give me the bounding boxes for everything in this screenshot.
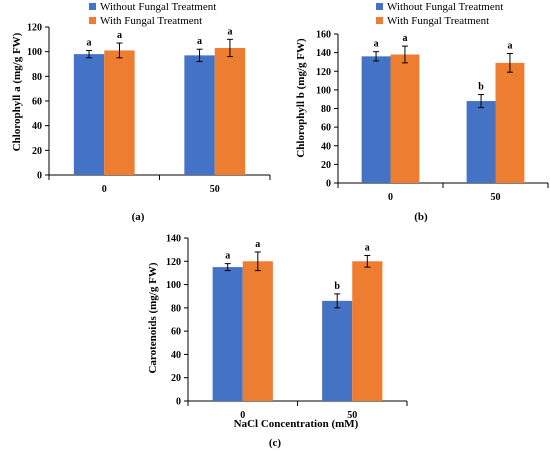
chart-a-ylabel: Chlorophyll a (mg/g FW) [11, 32, 23, 151]
chart-c-y-tick-label: 120 [166, 257, 181, 268]
chart-b-y-tick-label: 160 [316, 30, 331, 41]
chart-b-y-tick-label: 40 [321, 141, 331, 152]
chart-a-significance-letter: a [87, 37, 92, 48]
chart-c-significance-letter: a [225, 251, 230, 262]
chart-c-xlabel: NaCl Concentration (mM) [234, 418, 359, 430]
chart-a-y-tick-label: 60 [32, 97, 42, 108]
chart-c-significance-letter: b [334, 281, 340, 292]
chart-b-y-tick-label: 100 [316, 85, 331, 96]
chart-c-significance-letter: a [255, 239, 260, 250]
chart-a-x-tick-label: 0 [102, 184, 107, 195]
chart-a-significance-letter: a [227, 26, 232, 37]
chart-a-y-tick-label: 120 [27, 23, 42, 34]
chart-a-y-tick-label: 100 [27, 47, 42, 58]
chart-a-y-tick-label: 20 [32, 146, 42, 157]
chart-panel-c: Carotenoids (mg/g FW) NaCl Concentration… [147, 234, 408, 449]
legend-a-without-label: Without Fungal Treatment [100, 1, 216, 13]
chart-a-bar [104, 50, 135, 175]
chart-b-panel-label: (b) [414, 211, 428, 223]
legend-a-with-label: With Fungal Treatment [100, 15, 202, 27]
legend-b-with-swatch [376, 17, 383, 24]
chart-c-y-tick-label: 100 [166, 280, 181, 291]
chart-c-y-tick-label: 0 [176, 397, 181, 408]
chart-c-y-tick-label: 140 [166, 234, 181, 245]
chart-c-bar [322, 300, 353, 401]
chart-b-bar [495, 62, 525, 183]
chart-b-y-tick-label: 60 [321, 123, 331, 134]
chart-b-x-tick-label: 50 [491, 192, 501, 203]
chart-a-significance-letter: a [197, 36, 202, 47]
chart-b-x-tick-label: 0 [388, 192, 393, 203]
chart-c-bar [212, 267, 243, 401]
chart-a-significance-letter: a [117, 30, 122, 41]
chart-b-y-tick-label: 20 [321, 160, 331, 171]
chart-a-bar [73, 54, 105, 176]
chart-b-y-tick-label: 0 [326, 179, 331, 190]
chart-a-y-tick-label: 40 [32, 121, 42, 132]
chart-b-y-tick-label: 80 [321, 104, 331, 115]
chart-c-y-tick-label: 40 [171, 350, 181, 361]
chart-b-significance-letter: a [402, 33, 407, 44]
chart-panel-a: Chlorophyll a (mg/g FW) Without Fungal T… [11, 1, 271, 223]
legend-b-without-swatch [376, 3, 383, 10]
chart-a-bar [184, 55, 215, 175]
chart-b-ylabel: Chlorophyll b (mg/g FW) [295, 38, 307, 158]
chart-b-bar [361, 56, 391, 183]
legend-b-with-label: With Fungal Treatment [387, 15, 489, 27]
chart-b-significance-letter: b [478, 82, 484, 93]
chart-b-bar [390, 54, 420, 183]
chart-b-significance-letter: a [374, 39, 379, 50]
chart-c-panel-label: (c) [269, 437, 282, 449]
chart-c-x-tick-label: 0 [240, 410, 245, 421]
chart-c-y-tick-label: 60 [171, 327, 181, 338]
chart-c-significance-letter: a [365, 242, 370, 253]
chart-c-y-tick-label: 80 [171, 303, 181, 314]
chart-panel-b: Chlorophyll b (mg/g FW) Without Fungal T… [295, 1, 549, 223]
chart-a-x-tick-label: 50 [210, 184, 220, 195]
chart-a-panel-label: (a) [132, 211, 145, 223]
chart-b-significance-letter: a [507, 41, 512, 52]
chart-b-bar [466, 101, 496, 183]
legend-a-with-swatch [89, 17, 96, 24]
chart-a-y-tick-label: 80 [32, 72, 42, 83]
chart-b-y-tick-label: 140 [316, 48, 331, 59]
chart-c-bar [352, 261, 383, 401]
legend-b-without-label: Without Fungal Treatment [387, 1, 503, 13]
chart-c-x-tick-label: 50 [347, 410, 357, 421]
chart-b-y-tick-label: 120 [316, 67, 331, 78]
legend-a-without-swatch [89, 3, 96, 10]
chart-c-ylabel: Carotenoids (mg/g FW) [147, 262, 159, 373]
chart-c-bar [242, 261, 273, 401]
chart-c-y-tick-label: 20 [171, 373, 181, 384]
chart-a-y-tick-label: 0 [37, 171, 42, 182]
chart-a-bar [214, 47, 246, 175]
